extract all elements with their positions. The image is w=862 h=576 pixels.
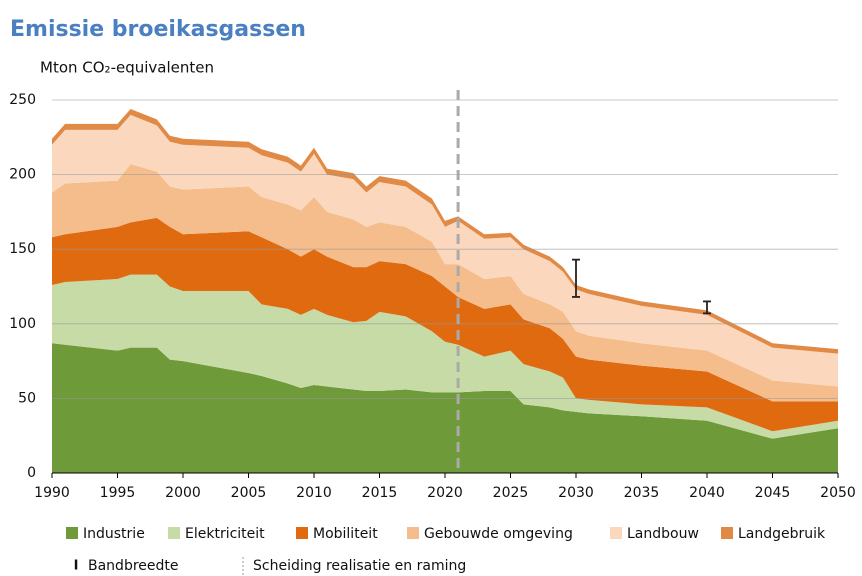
- y-tick-label: 50: [18, 390, 36, 406]
- y-axis-label: Mton CO₂-equivalenten: [40, 59, 214, 77]
- legend-label: Industrie: [83, 526, 145, 542]
- x-tick-label: 1990: [34, 485, 70, 501]
- legend-swatch: [721, 527, 733, 539]
- legend-label: Scheiding realisatie en raming: [253, 558, 466, 574]
- area: [52, 274, 838, 439]
- x-tick-label: 2000: [165, 485, 201, 501]
- legend-swatch: [66, 527, 78, 539]
- area: [52, 114, 838, 387]
- y-tick-label: 100: [9, 316, 36, 332]
- legend-label: Bandbreedte: [88, 558, 179, 574]
- x-tick-label: 2015: [362, 485, 398, 501]
- x-tick-label: 2020: [427, 485, 463, 501]
- x-tick-label: 2040: [689, 485, 725, 501]
- x-tick-label: 2035: [624, 485, 660, 501]
- area: [52, 343, 838, 473]
- x-tick-label: 2050: [820, 485, 856, 501]
- y-tick-label: 250: [9, 92, 36, 108]
- chart-title: Emissie broeikasgassen: [10, 17, 306, 42]
- legend-label: Landbouw: [627, 526, 699, 542]
- legend-swatch: [610, 527, 622, 539]
- x-tick-label: 2010: [296, 485, 332, 501]
- y-tick-label: 150: [9, 241, 36, 257]
- x-tick-label: 2005: [231, 485, 267, 501]
- area: [52, 217, 838, 432]
- x-tick-label: 2030: [558, 485, 594, 501]
- legend-swatch: [407, 527, 419, 539]
- legend-label: Elektriciteit: [185, 526, 265, 542]
- legend-label: Landgebruik: [738, 526, 826, 542]
- legend-label: Gebouwde omgeving: [424, 526, 573, 542]
- x-tick-label: 1995: [100, 485, 136, 501]
- legend-swatch: [296, 527, 308, 539]
- x-tick-label: 2025: [493, 485, 529, 501]
- y-tick-label: 200: [9, 167, 36, 183]
- x-tick-label: 2045: [755, 485, 791, 501]
- legend-label: Mobiliteit: [313, 526, 378, 542]
- legend-swatch: [168, 527, 180, 539]
- y-tick-label: 0: [27, 465, 36, 481]
- area: [52, 164, 838, 402]
- band-symbol: I: [74, 559, 79, 574]
